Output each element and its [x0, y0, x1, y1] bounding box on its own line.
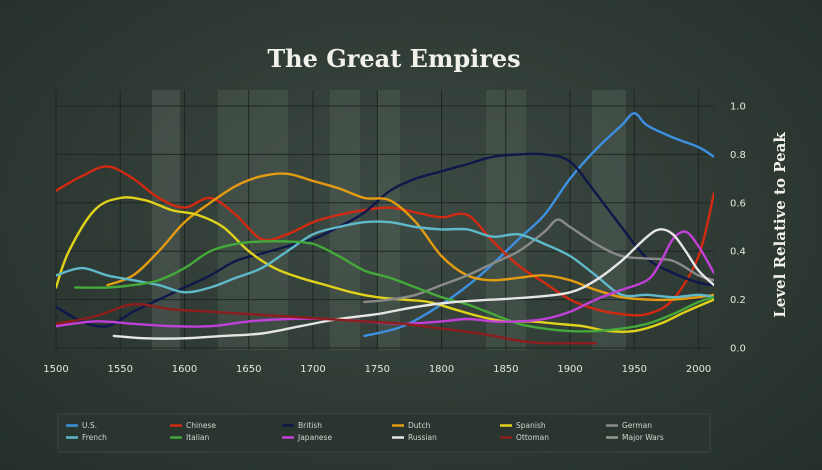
legend: U.S. Chinese British Dutch Spanish German Fren…: [66, 421, 664, 442]
y-tick-label: 0.6: [730, 198, 746, 209]
series-line-russian: [112, 228, 714, 340]
x-tick-label: 1650: [236, 364, 261, 375]
series-line-japanese: [56, 230, 714, 328]
legend-label-italian: Italian: [186, 433, 210, 442]
x-axis-ticks: 1500 1550 1600 1650 1700 1750 1800 1850 1900 1950…: [43, 364, 711, 375]
x-tick-label: 2000: [686, 364, 711, 375]
war-band: [218, 90, 288, 350]
chart-title: The Great Empires: [267, 44, 520, 73]
legend-label-dutch: Dutch: [408, 421, 431, 430]
war-band: [378, 90, 400, 350]
legend-label-japanese: Japanese: [297, 433, 332, 442]
legend-label-russian: Russian: [408, 433, 437, 442]
y-tick-label: 1.0: [730, 102, 746, 113]
legend-label-chinese: Chinese: [186, 421, 216, 430]
series-line-german: [363, 218, 714, 304]
series-line-british: [56, 152, 714, 328]
x-tick-label: 1750: [365, 364, 390, 375]
x-tick-label: 1950: [622, 364, 647, 375]
x-tick-label: 1850: [493, 364, 518, 375]
y-tick-label: 0.2: [730, 295, 746, 306]
y-axis-ticks: 0.0 0.2 0.4 0.6 0.8 1.0: [730, 102, 746, 355]
x-tick-label: 1550: [108, 364, 133, 375]
x-tick-label: 1900: [557, 364, 582, 375]
legend-label-british: British: [298, 421, 322, 430]
war-band: [152, 90, 180, 350]
series-line-chinese: [56, 165, 714, 317]
series-line-dutch: [106, 172, 714, 302]
legend-label-u-s: U.S.: [82, 421, 97, 430]
legend-label-german: German: [622, 421, 652, 430]
x-tick-label: 1600: [172, 364, 197, 375]
x-tick-label: 1700: [300, 364, 325, 375]
y-tick-label: 0.4: [730, 247, 746, 258]
x-tick-label: 1800: [429, 364, 454, 375]
legend-label-french: French: [82, 433, 107, 442]
x-tick-label: 1500: [43, 364, 68, 375]
series-line-french: [56, 220, 714, 299]
legend-label-ottoman: Ottoman: [516, 433, 549, 442]
y-tick-label: 0.0: [730, 344, 746, 355]
war-band: [330, 90, 360, 350]
series-line-italian: [74, 240, 714, 333]
y-tick-label: 0.8: [730, 150, 746, 161]
series-lines: [56, 112, 714, 345]
legend-label-major-wars: Major Wars: [622, 433, 664, 442]
series-line-ottoman: [56, 303, 597, 345]
legend-box: [57, 413, 711, 453]
war-band: [592, 90, 626, 350]
legend-label-spanish: Spanish: [516, 421, 546, 430]
y-axis-label: Level Relative to Peak: [771, 132, 789, 318]
